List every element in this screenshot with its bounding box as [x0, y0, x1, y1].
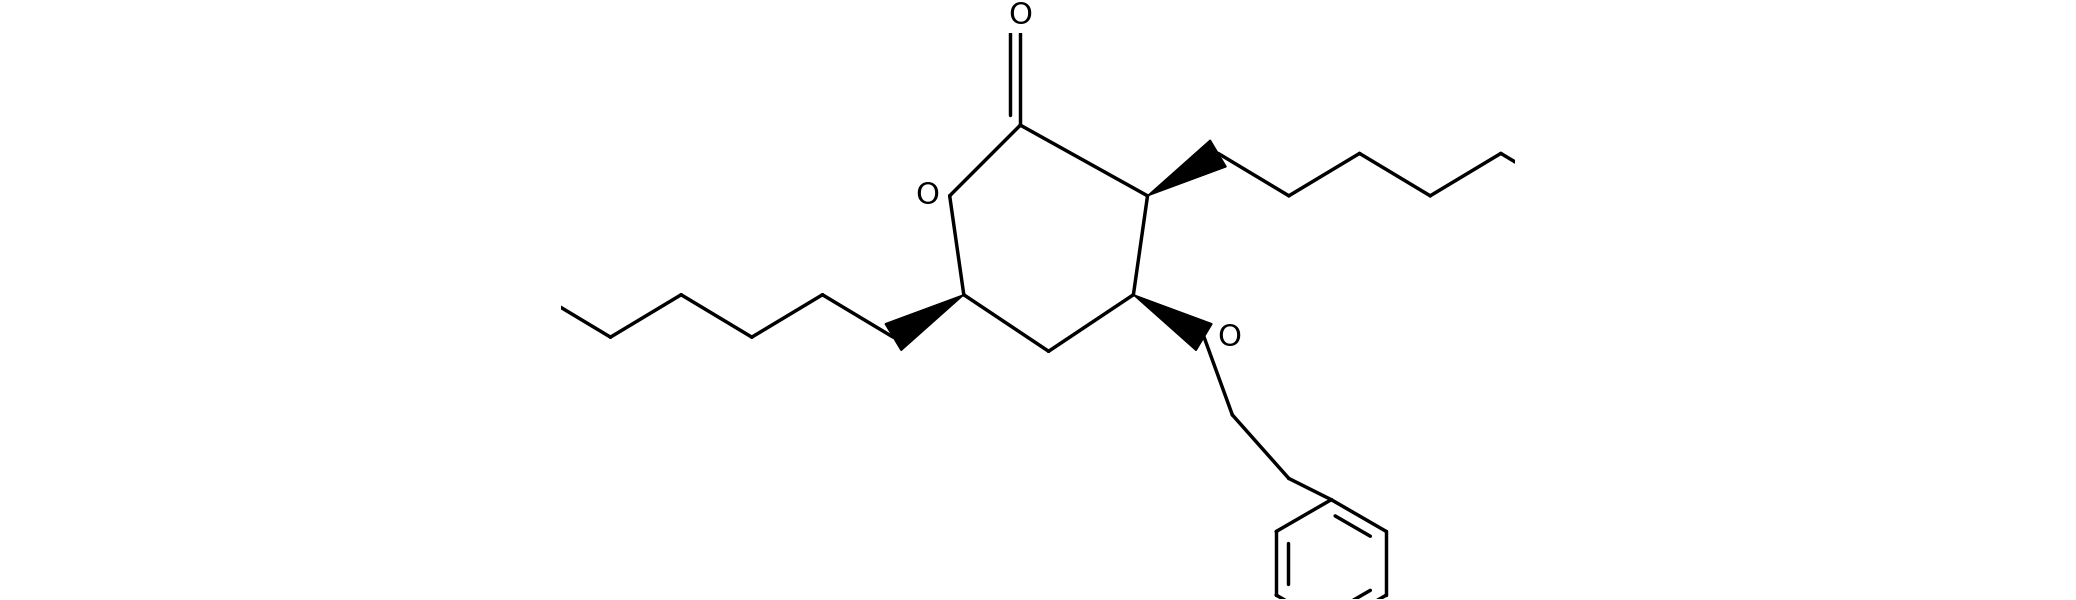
Text: O: O [1217, 323, 1241, 352]
Text: O: O [916, 181, 938, 211]
Text: O: O [1009, 1, 1032, 30]
Polygon shape [1133, 295, 1212, 350]
Polygon shape [884, 295, 963, 350]
Polygon shape [1148, 140, 1227, 196]
